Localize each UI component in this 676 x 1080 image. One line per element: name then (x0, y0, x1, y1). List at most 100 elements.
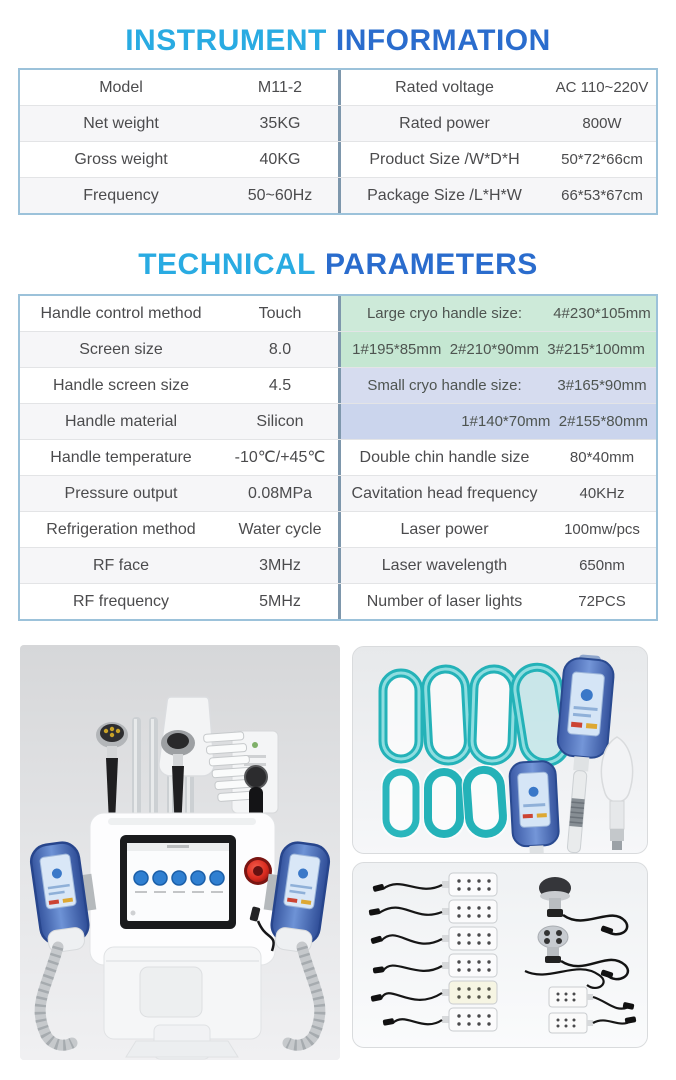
table-divider (338, 106, 341, 141)
white-handle (600, 736, 634, 850)
spec-value: 35KG (259, 114, 301, 132)
cryo-handle-right (263, 841, 331, 953)
laser-pads (442, 872, 498, 1032)
spec-label: Double chin handle size (359, 448, 530, 466)
emergency-stop-button (244, 857, 272, 885)
spec-value: 800W (582, 115, 622, 132)
laser-pads-stack (203, 731, 259, 802)
large-seal-rings (378, 662, 572, 768)
spec-value: 1#195*85mm 2#210*90mm 3#215*100mm (352, 341, 645, 358)
spec-label: Screen size (79, 340, 163, 358)
spec-label: Refrigeration method (46, 520, 196, 538)
spec-label: Handle control method (40, 304, 202, 322)
table-row: RF face 3MHz Laser wavelength 650nm (20, 548, 656, 584)
spec-value: AC 110~220V (555, 79, 649, 96)
cryo-handle-left (29, 841, 97, 953)
table-divider (338, 584, 341, 619)
spec-value: 50~60Hz (247, 186, 313, 204)
spec-value: -10℃/+45℃ (234, 448, 326, 466)
technical-parameters-table: Handle control method Touch Large cryo h… (18, 294, 658, 621)
spec-label: Package Size /L*H*W (367, 186, 522, 204)
spec-value: Touch (258, 304, 302, 322)
title-word-instrument: INSTRUMENT (125, 24, 327, 57)
spec-label: RF frequency (72, 592, 170, 610)
table-row: Handle screen size 4.5 Small cryo handle… (20, 368, 656, 404)
small-seal-rings (381, 764, 509, 840)
table-row: Gross weight 40KG Product Size /W*D*H 50… (20, 142, 656, 178)
instrument-information-title: INSTRUMENT INFORMATION (0, 24, 676, 58)
table-divider (338, 178, 341, 213)
table-divider (338, 476, 341, 511)
spec-value: 3MHz (259, 556, 301, 574)
spec-value: 4#230*105mm (553, 305, 651, 322)
laser-pads-photo (352, 862, 648, 1048)
spec-label: Handle screen size (52, 376, 190, 394)
table-row: Handle temperature -10℃/+45℃ Double chin… (20, 440, 656, 476)
spec-label: Laser wavelength (381, 556, 508, 574)
small-cryo-size-cell: Small cryo handle size: 3#165*90mm (341, 368, 656, 403)
spec-label: Gross weight (74, 150, 168, 168)
technical-parameters-title: TECHNICAL PARAMETERS (0, 248, 676, 282)
small-cryo-sizes-cell: 1#140*70mm 2#155*80mm (341, 404, 656, 439)
spec-value: 4.5 (268, 376, 292, 394)
spec-value: 8.0 (268, 340, 292, 358)
pad-cables (378, 883, 443, 1026)
spec-label: Rated voltage (395, 78, 494, 96)
spec-value: 5MHz (259, 592, 301, 610)
instrument-info-table: Model M11-2 Rated voltage AC 110~220V Ne… (18, 68, 658, 215)
spec-value: 3#165*90mm (557, 377, 647, 394)
table-row: Frequency 50~60Hz Package Size /L*H*W 66… (20, 178, 656, 213)
touchscreen (120, 835, 236, 929)
spec-value: 650nm (579, 557, 625, 574)
spec-value: 100mw/pcs (564, 521, 640, 538)
spec-label: Model (99, 78, 143, 96)
table-row: Model M11-2 Rated voltage AC 110~220V (20, 70, 656, 106)
table-divider (338, 440, 341, 475)
spec-label: Handle temperature (50, 448, 192, 466)
spec-value: 1#140*70mm 2#155*80mm (461, 413, 648, 430)
table-divider (338, 548, 341, 583)
table-divider (338, 512, 341, 547)
spec-label: Net weight (83, 114, 159, 132)
table-divider (338, 404, 341, 439)
large-cryo-sizes-cell: 1#195*85mm 2#210*90mm 3#215*100mm (341, 332, 656, 367)
spec-label: Cavitation head frequency (351, 484, 538, 502)
table-row: Handle material Silicon 1#140*70mm 2#155… (20, 404, 656, 440)
cryo-accessories-illustration (353, 647, 647, 853)
spec-label: Small cryo handle size: (367, 377, 522, 394)
table-row: RF frequency 5MHz Number of laser lights… (20, 584, 656, 619)
rf-head (537, 925, 630, 981)
cryo-handle-large (556, 654, 615, 853)
table-divider (338, 332, 341, 367)
table-divider (338, 70, 341, 105)
spec-value: 72PCS (578, 593, 626, 610)
spec-label: Number of laser lights (366, 592, 523, 610)
spec-value: Silicon (256, 412, 304, 430)
table-divider (338, 368, 341, 403)
spec-value: 80*40mm (569, 449, 635, 466)
table-row: Pressure output 0.08MPa Cavitation head … (20, 476, 656, 512)
spec-value: 40KHz (579, 485, 625, 502)
machine-photo (20, 645, 340, 1060)
spec-label: Product Size /W*D*H (369, 150, 520, 168)
spec-value: 0.08MPa (247, 484, 313, 502)
spec-value: Water cycle (238, 520, 322, 538)
spec-value: 40KG (259, 150, 301, 168)
table-divider (338, 296, 341, 331)
spec-label: Rated power (399, 114, 490, 132)
table-row: Screen size 8.0 1#195*85mm 2#210*90mm 3#… (20, 332, 656, 368)
spec-label: Pressure output (64, 484, 178, 502)
spec-label: RF face (92, 556, 149, 574)
spec-value: 50*72*66cm (561, 151, 643, 168)
machine-illustration (20, 645, 340, 1060)
title-word-information: INFORMATION (335, 24, 551, 57)
spec-value: 66*53*67cm (561, 187, 643, 204)
loose-cable (524, 968, 605, 990)
cable-plugs (368, 884, 395, 1026)
cavitation-head (539, 877, 629, 936)
title-word-technical: TECHNICAL (138, 248, 317, 281)
laser-pads-illustration (353, 863, 647, 1047)
spec-label: Frequency (83, 186, 159, 204)
title-word-parameters: PARAMETERS (325, 248, 538, 281)
